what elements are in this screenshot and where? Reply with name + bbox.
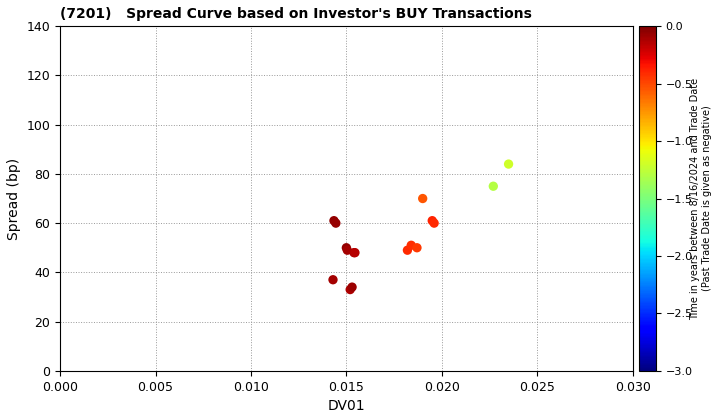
Point [327,276,338,283]
Text: (7201)   Spread Curve based on Investor's BUY Transactions: (7201) Spread Curve based on Investor's … [60,7,532,21]
Y-axis label: Spread (bp): Spread (bp) [7,158,21,239]
Point [503,161,514,168]
Point [341,244,352,251]
Point [346,284,358,291]
Point [405,242,417,249]
Point [344,286,356,293]
Point [330,220,341,226]
Point [426,217,438,224]
Point [341,247,353,254]
Point [487,183,499,189]
Point [348,249,360,256]
Point [428,220,440,226]
Y-axis label: Time in years between 8/16/2024 and Trade Date
(Past Trade Date is given as nega: Time in years between 8/16/2024 and Trad… [690,77,712,320]
Point [411,244,423,251]
Point [417,195,428,202]
Point [349,249,361,256]
Point [402,247,413,254]
Point [328,217,340,224]
X-axis label: DV01: DV01 [328,399,365,413]
